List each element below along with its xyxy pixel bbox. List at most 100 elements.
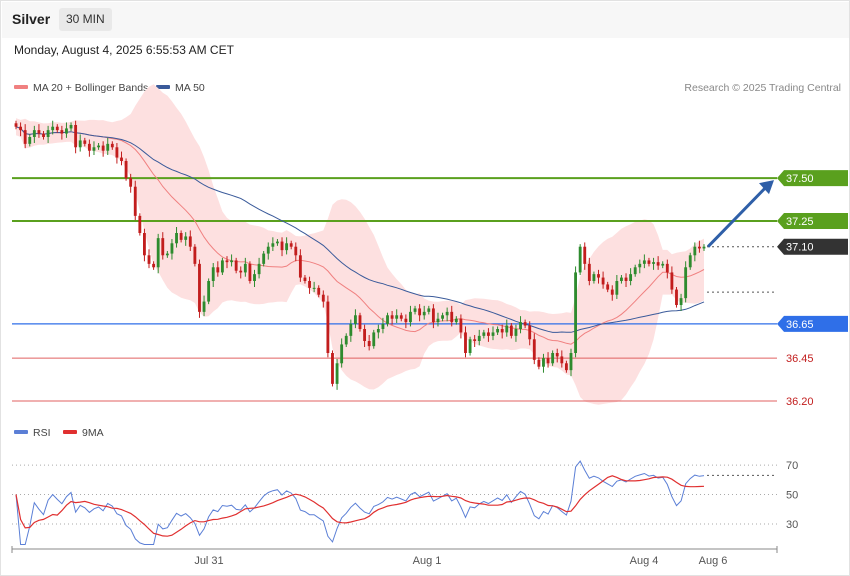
candle-body bbox=[404, 318, 408, 323]
copyright: Research © 2025 Trading Central bbox=[684, 82, 841, 94]
candle-body bbox=[675, 289, 678, 305]
candle-body bbox=[606, 284, 610, 290]
candle-body bbox=[427, 308, 431, 312]
candle-body bbox=[445, 311, 449, 316]
candle-body bbox=[665, 263, 669, 273]
candle-body bbox=[670, 272, 674, 290]
candle-body bbox=[294, 246, 298, 256]
candle-body bbox=[542, 358, 545, 367]
candle-body bbox=[179, 233, 183, 240]
candle-body bbox=[133, 186, 137, 216]
last-price-tag bbox=[777, 238, 848, 255]
candle-body bbox=[239, 270, 243, 273]
candle-body bbox=[14, 123, 18, 127]
legend-ma20-label: MA 20 + Bollinger Bands bbox=[33, 82, 148, 94]
candle-body bbox=[578, 246, 582, 273]
level-tag bbox=[777, 213, 848, 229]
candle-body bbox=[285, 243, 289, 251]
candle-body bbox=[702, 246, 706, 249]
candle-body bbox=[546, 358, 550, 364]
candle-body bbox=[647, 260, 651, 264]
candle-body bbox=[697, 246, 701, 249]
candle-body bbox=[693, 246, 697, 256]
candle-body bbox=[266, 246, 270, 254]
candle-body bbox=[532, 339, 536, 360]
candle-body bbox=[170, 243, 174, 254]
candle-body bbox=[234, 260, 238, 271]
candle-body bbox=[106, 143, 110, 151]
candle-body bbox=[629, 274, 633, 281]
candle-body bbox=[491, 332, 495, 336]
candle-body bbox=[60, 130, 64, 134]
candle-body bbox=[262, 253, 266, 264]
projection-arrow bbox=[706, 185, 769, 248]
candle-body bbox=[684, 267, 688, 299]
moving-averages bbox=[15, 126, 705, 345]
candle-body bbox=[207, 281, 211, 302]
candle-body bbox=[418, 308, 422, 316]
candle-body bbox=[152, 263, 156, 268]
candle-body bbox=[19, 126, 23, 131]
candle-body bbox=[289, 243, 293, 247]
candle-body bbox=[358, 315, 362, 329]
candle-body bbox=[184, 236, 188, 240]
candle-body bbox=[376, 329, 380, 333]
candle-body bbox=[42, 133, 45, 137]
candle-body bbox=[165, 253, 169, 256]
candles bbox=[14, 120, 706, 390]
candle-body bbox=[308, 281, 311, 288]
candle-body bbox=[656, 262, 660, 266]
x-tick-label: Aug 4 bbox=[630, 555, 659, 567]
candle-body bbox=[436, 318, 440, 323]
candle-body bbox=[638, 263, 642, 268]
legend-ma50-swatch bbox=[156, 85, 170, 89]
candle-body bbox=[230, 260, 233, 263]
candle-body bbox=[74, 125, 78, 148]
timeframe-badge[interactable]: 30 MIN bbox=[59, 8, 112, 31]
legend-ma50-label: MA 50 bbox=[175, 82, 205, 94]
candle-body bbox=[147, 255, 151, 264]
candle-body bbox=[560, 356, 564, 364]
candle-body bbox=[505, 325, 509, 333]
candle-body bbox=[500, 329, 504, 333]
rsi-tick-label: 50 bbox=[786, 490, 798, 502]
candle-body bbox=[46, 130, 50, 137]
last-price-label: 37.10 bbox=[786, 242, 814, 254]
candle-body bbox=[473, 339, 477, 341]
candle-body bbox=[587, 263, 591, 281]
legend-ma20-swatch bbox=[14, 85, 28, 89]
candle-body bbox=[37, 130, 41, 134]
candle-body bbox=[175, 233, 178, 244]
title-bar bbox=[2, 2, 849, 38]
candle-body bbox=[454, 318, 458, 323]
level-tag bbox=[777, 315, 848, 332]
candle-body bbox=[69, 125, 73, 129]
level-labels: 37.50 37.25 36.65 36.45 36.20 37.10 bbox=[706, 170, 848, 408]
candle-body bbox=[399, 315, 403, 319]
candle-body bbox=[583, 246, 587, 264]
candle-body bbox=[326, 301, 330, 353]
candle-body bbox=[312, 287, 316, 289]
candle-body bbox=[55, 126, 59, 131]
ma50-line bbox=[15, 126, 705, 333]
candle-body bbox=[78, 140, 82, 148]
candle-body bbox=[464, 332, 467, 353]
candle-body bbox=[138, 215, 142, 233]
bollinger-band-area bbox=[16, 84, 704, 405]
candle-body bbox=[477, 335, 481, 341]
candle-body bbox=[519, 322, 522, 329]
candle-body bbox=[459, 318, 463, 333]
level-label: 36.65 bbox=[786, 319, 814, 331]
x-tick-label: Aug 1 bbox=[413, 555, 442, 567]
candle-body bbox=[661, 263, 665, 266]
candle-body bbox=[537, 359, 541, 367]
candle-body bbox=[321, 294, 325, 302]
rsi-panel: 70 50 30 bbox=[12, 460, 798, 545]
rsi-line bbox=[15, 460, 705, 545]
candle-body bbox=[409, 311, 412, 323]
candle-body bbox=[188, 236, 192, 247]
candle-body bbox=[450, 311, 454, 323]
candle-body bbox=[468, 339, 472, 353]
candle-body bbox=[317, 287, 321, 295]
